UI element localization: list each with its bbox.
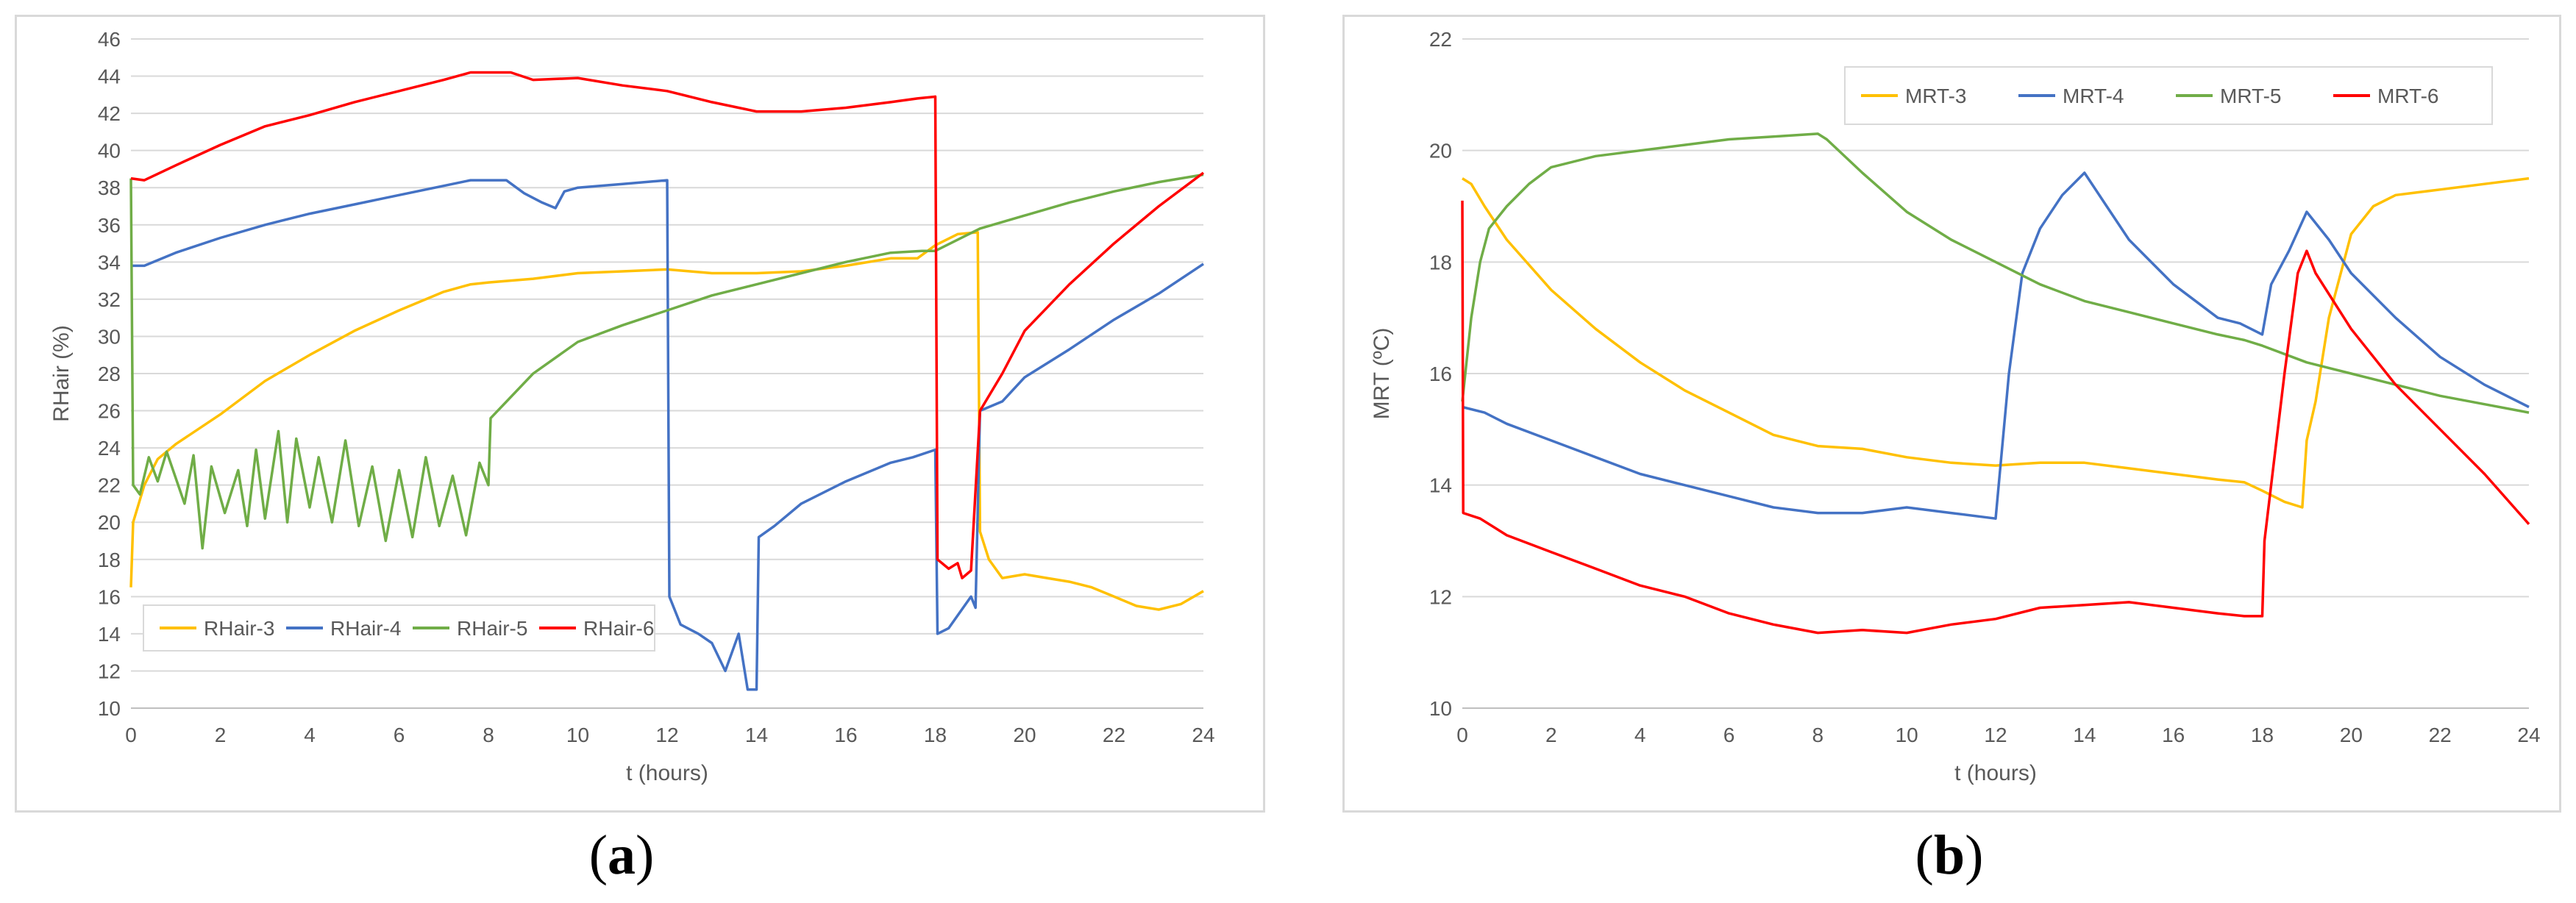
series-line-mrt-4 — [1462, 171, 2530, 520]
y-axis-title: RHair (%) — [49, 325, 74, 422]
y-tick-label: 20 — [1429, 140, 1452, 163]
legend-box — [1844, 66, 2493, 125]
x-tick-label: 22 — [2429, 724, 2452, 746]
y-tick-label: 12 — [1429, 585, 1452, 608]
y-tick-label: 44 — [98, 65, 121, 88]
x-axis-title: t (hours) — [626, 761, 708, 785]
y-tick-label: 42 — [98, 102, 121, 125]
x-tick-label: 14 — [745, 724, 768, 746]
y-tick-label: 12 — [98, 660, 121, 682]
y-tick-label: 46 — [98, 28, 121, 51]
y-tick-label: 14 — [98, 623, 121, 646]
series-line-mrt-5 — [1461, 132, 2530, 414]
y-tick-label: 14 — [1429, 474, 1452, 497]
series-line-rhair-5 — [129, 173, 1204, 550]
mrt-chart-panel: 10 12 14 16 18 20 22 0 2 4 6 8 10 12 14 16 18 20 22 24 t (ho… — [1342, 15, 2561, 813]
y-tick-label: 16 — [1429, 363, 1452, 385]
rhair-chart-panel: 10 12 14 16 18 20 22 24 26 28 30 32 34 36 38 40 42 44 46 0 2… — [15, 15, 1265, 813]
y-tick-label: 30 — [98, 325, 121, 348]
series-line-rhair-3 — [129, 231, 1204, 611]
y-tick-label: 32 — [98, 288, 121, 311]
x-tick-label: 6 — [1723, 724, 1735, 746]
x-tick-label: 14 — [2073, 724, 2096, 746]
x-tick-label: 10 — [1896, 724, 1918, 746]
x-tick-label: 0 — [1456, 724, 1468, 746]
series-line-mrt-6 — [1461, 200, 2530, 635]
series-line-rhair-4 — [131, 179, 1204, 691]
y-tick-label: 18 — [1429, 251, 1452, 274]
x-tick-label: 20 — [2340, 724, 2363, 746]
x-tick-label: 10 — [566, 724, 589, 746]
y-tick-label: 28 — [98, 363, 121, 385]
series-line-rhair-6 — [130, 71, 1205, 579]
caption-a: (a) — [588, 824, 655, 886]
x-tick-label: 6 — [394, 724, 405, 746]
legend-label: MRT-6 — [2377, 85, 2439, 107]
legend-label: MRT-3 — [1905, 85, 1967, 107]
x-tick-label: 16 — [834, 724, 857, 746]
x-axis-title: t (hours) — [1954, 761, 2037, 785]
x-tick-label: 18 — [924, 724, 947, 746]
y-tick-label: 24 — [98, 437, 121, 460]
y-tick-label: 36 — [98, 214, 121, 237]
y-tick-label: 38 — [98, 176, 121, 199]
y-tick-label: 16 — [98, 585, 121, 608]
y-tick-label: 26 — [98, 400, 121, 423]
y-tick-label: 20 — [98, 511, 121, 534]
x-tick-label: 16 — [2162, 724, 2185, 746]
x-tick-label: 24 — [1192, 724, 1214, 746]
x-tick-label: 4 — [304, 724, 316, 746]
series-line-mrt-3 — [1462, 176, 2530, 509]
x-tick-label: 2 — [1545, 724, 1557, 746]
y-tick-label: 18 — [98, 549, 121, 571]
y-axis-title: MRT (ºC) — [1370, 328, 1394, 420]
legend-label: MRT-5 — [2220, 85, 2282, 107]
caption-b: (b) — [1915, 824, 1984, 886]
legend-label: RHair-4 — [330, 617, 401, 640]
x-tick-label: 24 — [2517, 724, 2540, 746]
x-tick-label: 18 — [2251, 724, 2274, 746]
legend-label: MRT-4 — [2063, 85, 2124, 107]
legend-label: RHair-3 — [204, 617, 274, 640]
y-tick-label: 10 — [1429, 697, 1452, 720]
x-tick-label: 4 — [1634, 724, 1646, 746]
x-tick-label: 12 — [655, 724, 678, 746]
legend-label: RHair-6 — [583, 617, 654, 640]
y-tick-label: 40 — [98, 140, 121, 163]
x-tick-label: 8 — [1812, 724, 1824, 746]
x-tick-label: 0 — [125, 724, 137, 746]
x-tick-label: 8 — [483, 724, 494, 746]
y-tick-label: 34 — [98, 251, 121, 274]
legend-label: RHair-5 — [457, 617, 527, 640]
y-tick-label: 22 — [1429, 28, 1452, 51]
y-tick-label: 10 — [98, 697, 121, 720]
x-tick-label: 12 — [1984, 724, 2007, 746]
x-tick-label: 2 — [215, 724, 227, 746]
x-tick-label: 20 — [1013, 724, 1036, 746]
y-tick-label: 22 — [98, 474, 121, 497]
x-tick-label: 22 — [1103, 724, 1125, 746]
